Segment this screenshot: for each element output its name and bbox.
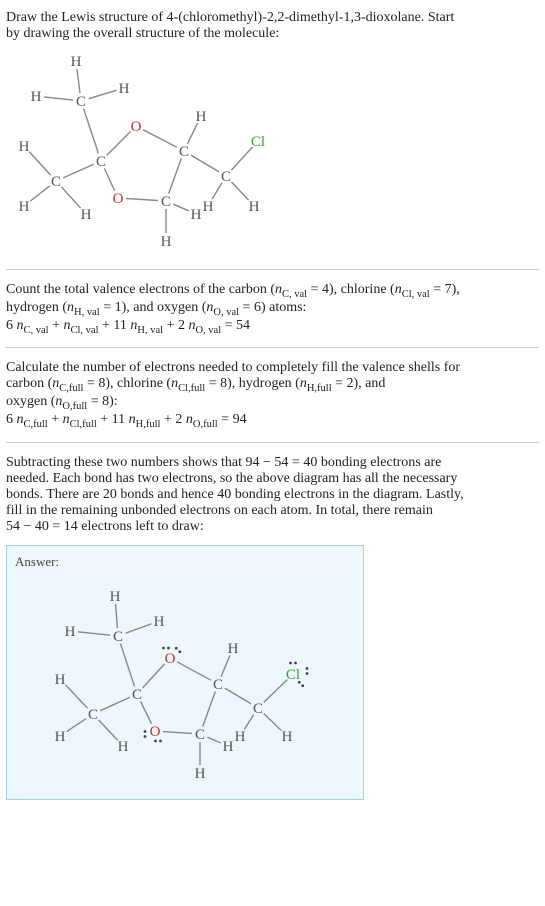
divider-3 bbox=[6, 442, 539, 443]
answer-label: Answer: bbox=[15, 554, 355, 570]
svg-text:H: H bbox=[161, 234, 172, 250]
svg-text:C: C bbox=[132, 687, 142, 703]
svg-text:Cl: Cl bbox=[286, 667, 300, 683]
svg-text:H: H bbox=[235, 729, 246, 745]
structure-diagram-1: HHCHHCHHCOOCHCHHHCHCl bbox=[6, 46, 539, 261]
svg-text:H: H bbox=[119, 81, 130, 97]
svg-text:C: C bbox=[179, 144, 189, 160]
svg-text:H: H bbox=[154, 614, 165, 630]
svg-text:H: H bbox=[81, 207, 92, 223]
full-shell-text: Calculate the number of electrons needed… bbox=[6, 356, 539, 433]
svg-text:C: C bbox=[113, 629, 123, 645]
intro-line1: Draw the Lewis structure of 4-(chloromet… bbox=[6, 10, 454, 25]
svg-text:O: O bbox=[113, 191, 124, 207]
svg-text:C: C bbox=[161, 194, 171, 210]
svg-text:H: H bbox=[118, 739, 129, 755]
valence-formula: 6 nC, val + nCl, val + 11 nH, val + 2 nO… bbox=[6, 318, 250, 333]
full-formula: 6 nC,full + nCl,full + 11 nH,full + 2 nO… bbox=[6, 412, 247, 427]
svg-text:C: C bbox=[96, 154, 106, 170]
bonding-text: Subtracting these two numbers shows that… bbox=[6, 451, 539, 539]
valence-text: Count the total valence electrons of the… bbox=[6, 278, 539, 339]
svg-text:H: H bbox=[223, 739, 234, 755]
divider-2 bbox=[6, 347, 539, 348]
svg-text:H: H bbox=[228, 641, 239, 657]
svg-text:O: O bbox=[131, 119, 142, 135]
divider-1 bbox=[6, 269, 539, 270]
svg-text:H: H bbox=[55, 672, 66, 688]
svg-text:Cl: Cl bbox=[251, 134, 265, 150]
svg-text:H: H bbox=[203, 199, 214, 215]
svg-text:H: H bbox=[249, 199, 260, 215]
svg-text:H: H bbox=[196, 109, 207, 125]
svg-text:H: H bbox=[31, 89, 42, 105]
structure-diagram-2: HHCHHCHHCOOCHCHHHCHCl bbox=[15, 576, 355, 791]
intro-line2: by drawing the overall structure of the … bbox=[6, 26, 279, 41]
svg-text:C: C bbox=[221, 169, 231, 185]
answer-box: Answer: HHCHHCHHCOOCHCHHHCHCl bbox=[6, 545, 364, 800]
svg-text:H: H bbox=[195, 766, 206, 782]
svg-text:H: H bbox=[110, 589, 121, 605]
svg-text:C: C bbox=[76, 94, 86, 110]
svg-text:H: H bbox=[19, 199, 30, 215]
svg-text:O: O bbox=[150, 724, 161, 740]
svg-text:H: H bbox=[71, 54, 82, 70]
svg-text:C: C bbox=[213, 677, 223, 693]
svg-text:C: C bbox=[88, 707, 98, 723]
svg-text:C: C bbox=[195, 727, 205, 743]
svg-text:O: O bbox=[165, 651, 176, 667]
svg-text:H: H bbox=[19, 139, 30, 155]
intro-text: Draw the Lewis structure of 4-(chloromet… bbox=[6, 6, 539, 46]
svg-text:H: H bbox=[55, 729, 66, 745]
svg-text:H: H bbox=[191, 207, 202, 223]
svg-text:C: C bbox=[51, 174, 61, 190]
svg-text:H: H bbox=[282, 729, 293, 745]
svg-text:C: C bbox=[253, 701, 263, 717]
svg-text:H: H bbox=[65, 624, 76, 640]
